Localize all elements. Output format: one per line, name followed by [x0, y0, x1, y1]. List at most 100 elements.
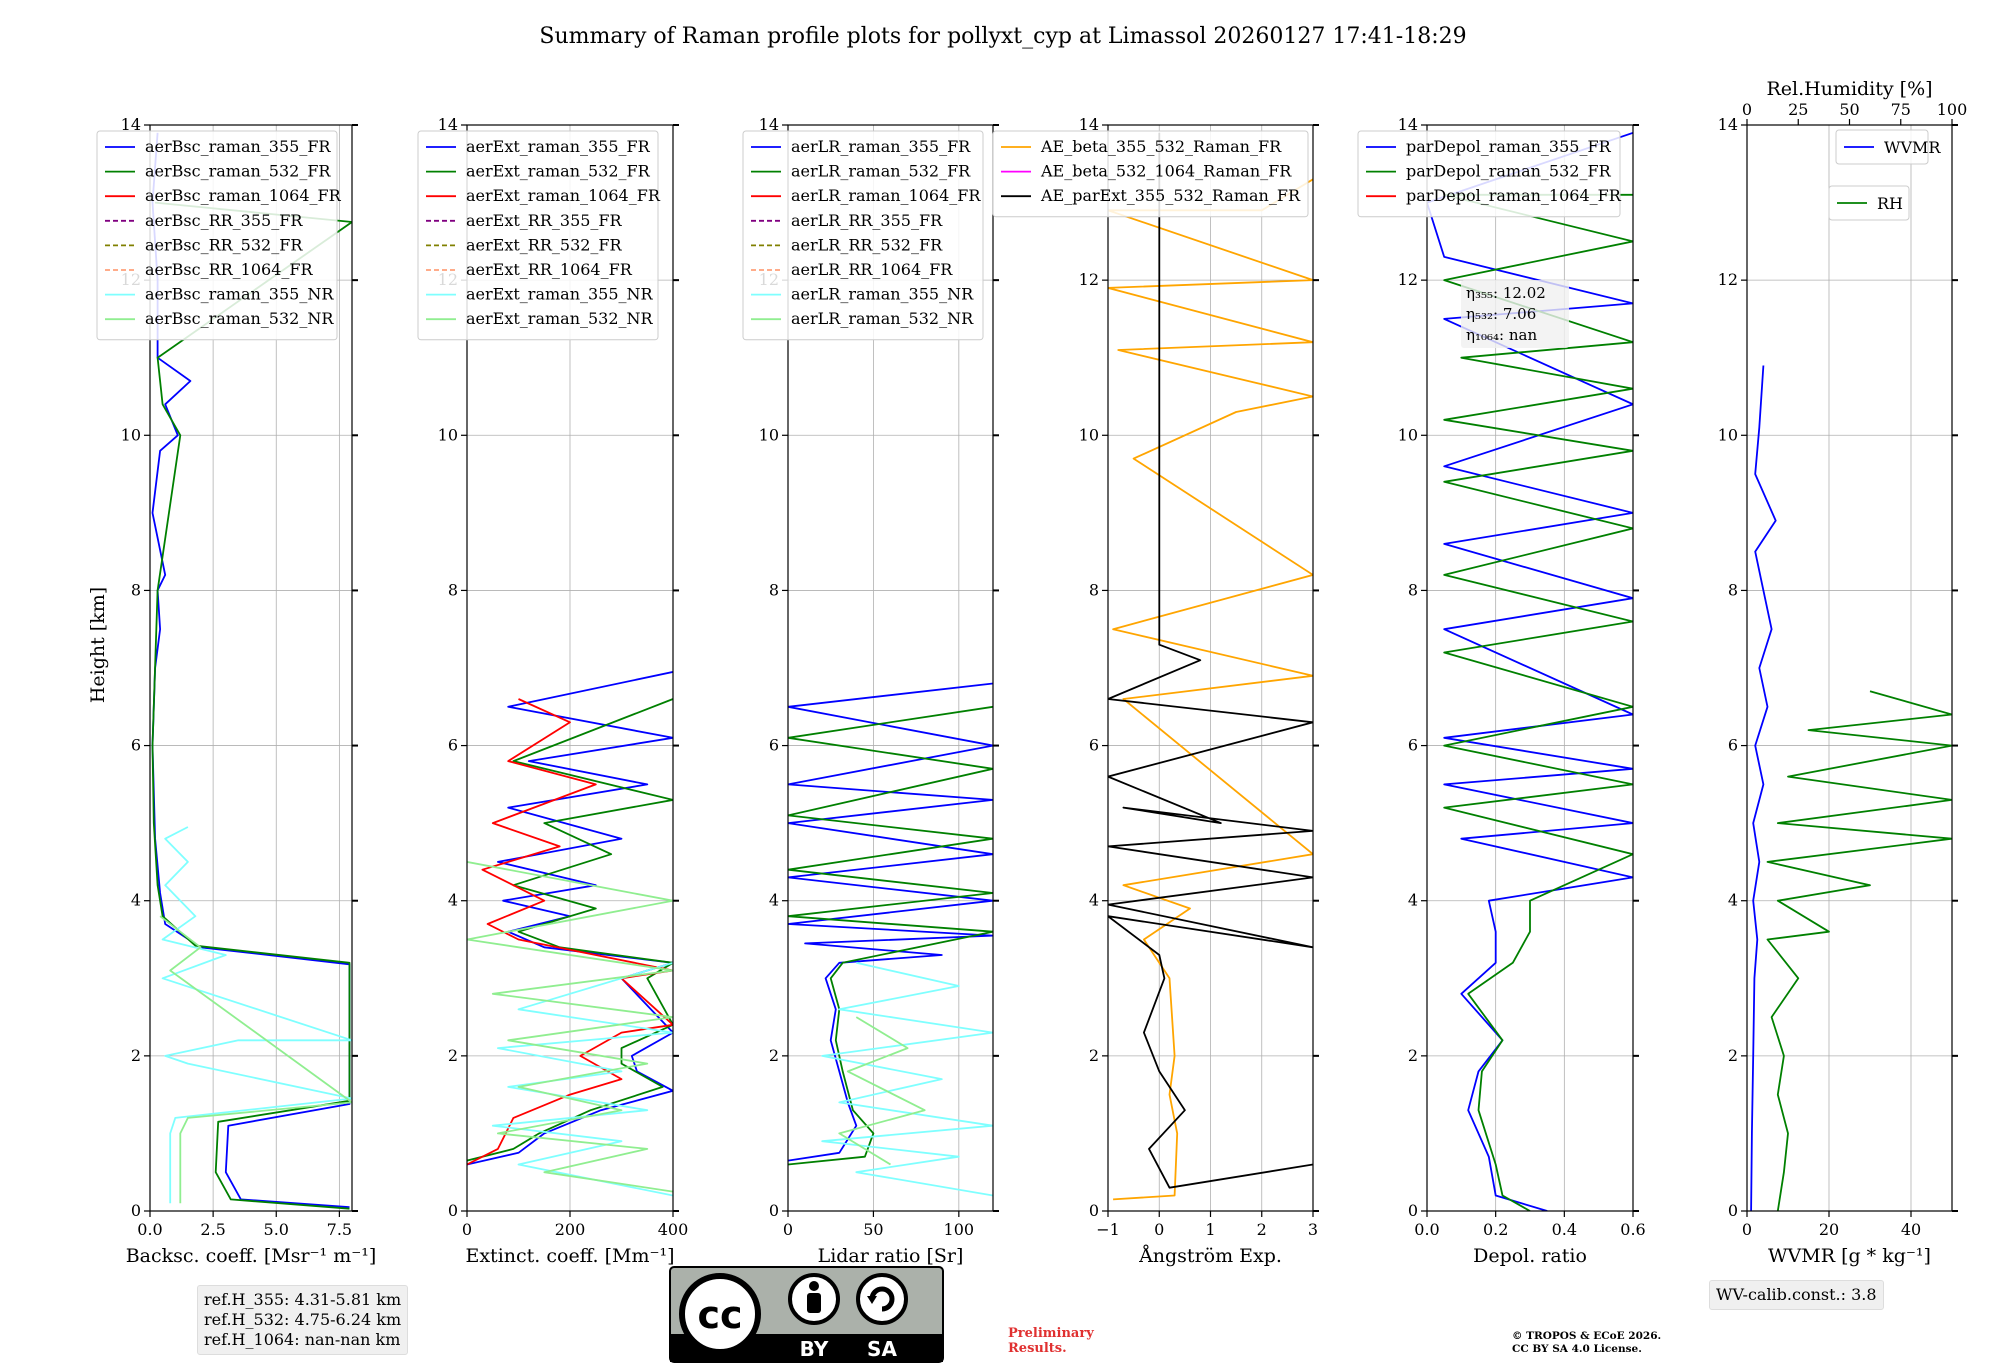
legend-label: AE_beta_532_1064_Raman_FR: [1040, 162, 1292, 181]
x-tick-label: 5.0: [264, 1220, 289, 1239]
panel-ext: 024681012140200400Extinct. coeff. [Mm⁻¹]…: [417, 115, 689, 1267]
legend-label: aerLR_raman_1064_FR: [791, 186, 981, 205]
refh-532: ref.H_532: 4.75-6.24 km: [204, 1310, 402, 1329]
series-group: [788, 682, 993, 1197]
y-tick-label: 4: [131, 891, 141, 910]
legend-box: [1357, 130, 1621, 218]
legend-label: aerLR_raman_532_NR: [791, 309, 974, 328]
series-line-aerBsc_raman_355_NR: [161, 826, 352, 1204]
legend-ext: aerExt_raman_355_FR aerExt_raman_532_FRae…: [417, 130, 661, 341]
top-x-tick-label: 0: [1742, 100, 1752, 119]
legend-label: aerLR_raman_532_FR: [791, 162, 971, 181]
y-tick-label: 2: [448, 1046, 458, 1065]
x-tick-label: 40: [1901, 1220, 1921, 1239]
series-group: [1750, 365, 1952, 1211]
y-tick-label: 14: [759, 115, 779, 134]
series-line-aerLR_raman_355_FR: [788, 682, 993, 1162]
legend-label: aerExt_raman_355_FR: [466, 137, 651, 156]
y-tick-label: 12: [1398, 270, 1418, 289]
eta-box: [1461, 280, 1569, 348]
legend-label: RH: [1877, 194, 1903, 213]
x-tick-label: 3: [1308, 1220, 1318, 1239]
y-tick-label: 2: [1089, 1046, 1099, 1065]
series-group: [151, 132, 352, 1210]
series-line-aerExt_raman_532_FR: [467, 698, 673, 1162]
legend-label: aerExt_RR_1064_FR: [466, 260, 633, 279]
legend-box: [742, 130, 984, 341]
legend-label: aerBsc_raman_532_FR: [145, 162, 331, 181]
refh-1064: ref.H_1064: nan-nan km: [204, 1330, 401, 1349]
legend-label: aerLR_RR_532_FR: [791, 235, 943, 254]
y-tick-label: 8: [1408, 580, 1418, 599]
x-tick-label: 0: [783, 1220, 793, 1239]
x-tick-label: 200: [555, 1220, 586, 1239]
legend-box: [1835, 129, 1929, 165]
y-tick-label: 14: [121, 115, 141, 134]
legend-label: aerLR_raman_355_NR: [791, 285, 974, 304]
x-tick-label: 2: [1257, 1220, 1267, 1239]
legend-label: parDepol_raman_1064_FR: [1406, 186, 1622, 205]
y-tick-label: 8: [131, 580, 141, 599]
x-axis-label: WVMR [g * kg⁻¹]: [1768, 1245, 1931, 1267]
legend-label: aerBsc_raman_355_FR: [145, 137, 331, 156]
legend-label: aerLR_RR_355_FR: [791, 211, 943, 230]
wv-calibration-box: WV-calib.const.: 3.8: [1709, 1280, 1884, 1310]
legend-label: parDepol_raman_355_FR: [1406, 137, 1612, 156]
panel-lr: 02468101214050100Lidar ratio [Sr]aerLR_r…: [742, 115, 999, 1267]
legend-bsc: aerBsc_raman_355_FR aerBsc_raman_532_FRae…: [96, 130, 342, 341]
series-line-aerBsc_raman_532_FR: [151, 201, 352, 1210]
series-line-parDepol_raman_532_FR: [1443, 193, 1633, 1211]
legend-WVMR: WVMR: [1835, 129, 1941, 165]
cc-badge-sa: SA: [867, 1337, 897, 1361]
eta-annotations: η₃₅₅: 12.02 η₅₃₂: 7.06 η₁₀₆₄: nan: [1461, 280, 1569, 348]
y-tick-label: 12: [1718, 270, 1738, 289]
y-tick-label: 4: [448, 891, 458, 910]
series-group: [467, 671, 673, 1197]
x-axis-label: Depol. ratio: [1473, 1245, 1587, 1267]
copyright-line-2: CC BY SA 4.0 License.: [1512, 1343, 1642, 1355]
top-x-axis-label: Rel.Humidity [%]: [1766, 78, 1932, 100]
x-tick-label: 0: [1154, 1220, 1164, 1239]
x-tick-label: 0.6: [1620, 1220, 1645, 1239]
y-tick-label: 6: [131, 736, 141, 755]
plot-frame: [1426, 124, 1634, 1212]
x-tick-label: 400: [658, 1220, 689, 1239]
y-axis-label: Height [km]: [87, 587, 109, 703]
y-tick-label: 10: [759, 425, 779, 444]
preliminary-line-2: Results.: [1008, 1341, 1067, 1356]
y-tick-label: 8: [1728, 580, 1738, 599]
series-group: [1108, 132, 1313, 1201]
legend-label: WVMR: [1884, 138, 1941, 157]
y-tick-label: 0: [448, 1201, 458, 1220]
y-tick-label: 8: [1089, 580, 1099, 599]
cc-badge-by: BY: [800, 1337, 829, 1361]
y-tick-label: 4: [769, 891, 779, 910]
x-axis-label: Backsc. coeff. [Msr⁻¹ m⁻¹]: [126, 1245, 377, 1267]
legend-label: aerExt_RR_355_FR: [466, 211, 623, 230]
x-axis-label: Extinct. coeff. [Mm⁻¹]: [465, 1245, 674, 1267]
plot-frame: [787, 124, 994, 1212]
y-tick-label: 14: [1718, 115, 1738, 134]
series-line-aerLR_raman_355_NR: [821, 961, 993, 1197]
chart-title: Summary of Raman profile plots for polly…: [539, 24, 1466, 49]
series-group: [1427, 131, 1633, 1211]
legend-label: aerExt_raman_1064_FR: [466, 186, 661, 205]
y-tick-label: 14: [1079, 115, 1099, 134]
cc-by-sa-logo: cc BY SA: [669, 1266, 944, 1363]
cc-badge-cc: cc: [697, 1293, 742, 1337]
x-tick-label: 0: [462, 1220, 472, 1239]
reference-height-box: ref.H_355: 4.31-5.81 km ref.H_532: 4.75-…: [197, 1285, 409, 1355]
refh-355: ref.H_355: 4.31-5.81 km: [204, 1290, 402, 1309]
top-x-tick-label: 25: [1788, 100, 1808, 119]
y-tick-label: 0: [131, 1201, 141, 1220]
y-tick-label: 6: [769, 736, 779, 755]
y-tick-label: 2: [769, 1046, 779, 1065]
y-tick-label: 6: [448, 736, 458, 755]
x-tick-label: 0.0: [137, 1220, 162, 1239]
legend-label: aerBsc_RR_1064_FR: [145, 260, 314, 279]
x-tick-label: 0: [1742, 1220, 1752, 1239]
x-tick-label: −1: [1096, 1220, 1120, 1239]
